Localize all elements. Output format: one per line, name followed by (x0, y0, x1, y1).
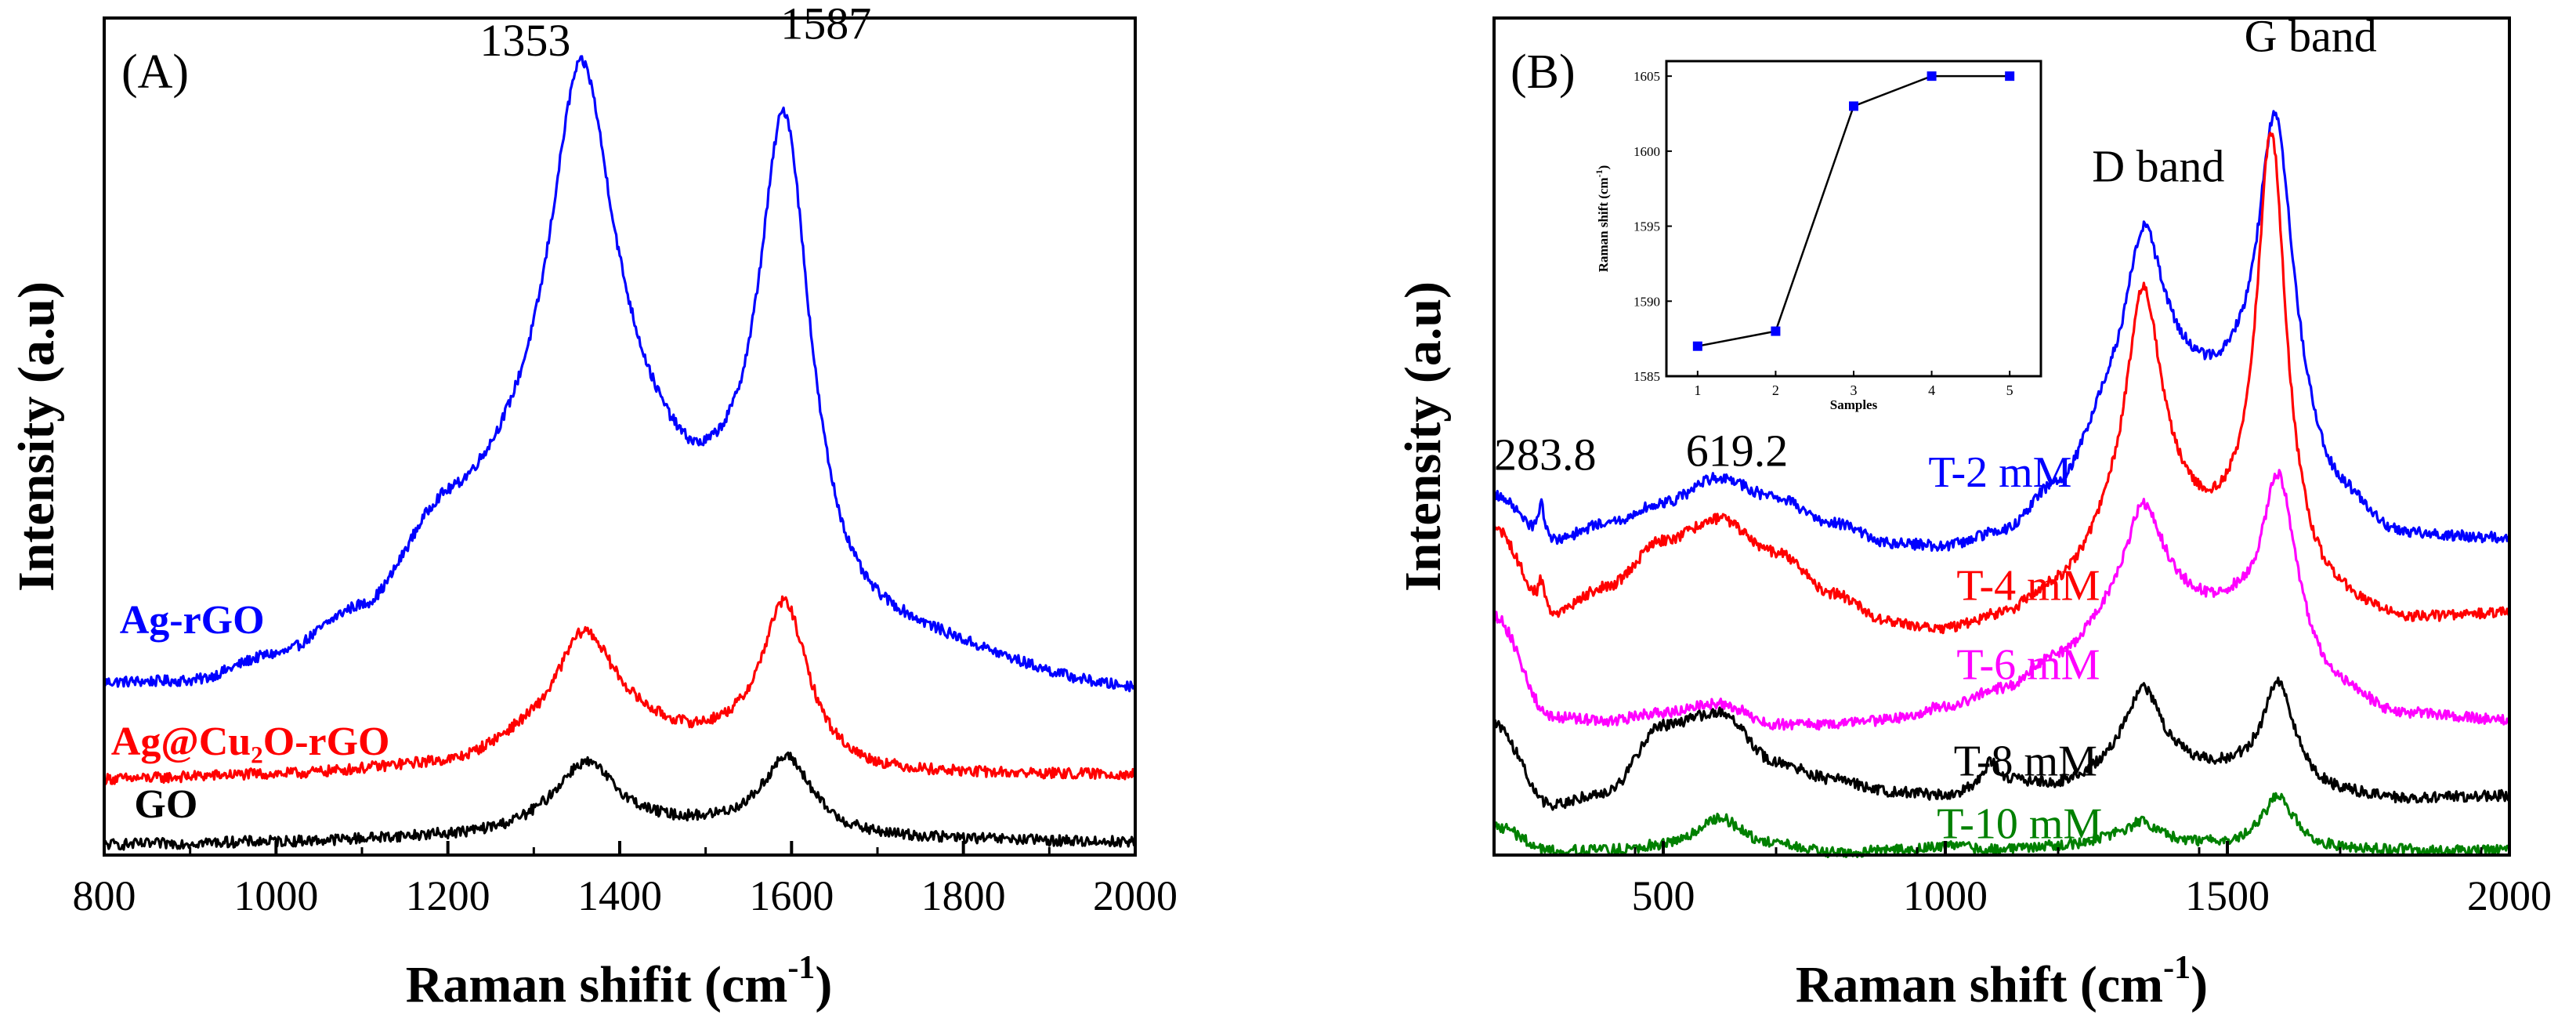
inset-x-tick-label: 3 (1851, 382, 1858, 398)
inset-y-axis-unit-end: ) (1596, 165, 1611, 170)
panel-b: 500 1000 1500 2000 (B) 283.8 619.2 D band G… (1395, 11, 2552, 1013)
panel-b-label: (B) (1511, 45, 1576, 99)
inset-frame (1665, 60, 2042, 378)
panel-b-x-axis-unit-sup: -1 (2163, 950, 2191, 986)
inset-y-tick-label: 1600 (1634, 144, 1660, 159)
panel-b-x-axis-unit-end: ) (2191, 956, 2208, 1013)
peak-label-1587: 1587 (780, 0, 871, 49)
series-label-t-2-mm: T-2 mM (1928, 448, 2071, 497)
panel-b-y-axis-title: Intensity (a.u) (1395, 281, 1452, 592)
inset-chart: 1 2 3 4 5 1585 1590 1595 1600 1605 Samples Raman … (1594, 60, 2042, 412)
panel-a-x-axis-label: Raman shifit (cm (406, 956, 788, 1013)
series-label-t-6-mm: T-6 mM (1956, 641, 2100, 690)
inset-x-tick-label: 2 (1772, 382, 1779, 398)
inset-point-3 (1849, 101, 1858, 111)
series-line-1 (103, 55, 1137, 693)
series-label-t-4-mm: T-4 mM (1956, 561, 2100, 610)
x-tick-label: 2000 (2467, 872, 2552, 919)
inset-y-tick-label: 1595 (1634, 219, 1660, 234)
series-line-3 (103, 751, 1137, 851)
panel-a-y-axis-title: Intensity (a.u) (8, 281, 65, 592)
inset-axes: 1 2 3 4 5 1585 1590 1595 1600 1605 (1634, 69, 2013, 398)
series-line-1 (1492, 110, 2511, 552)
inset-x-tick-label: 1 (1694, 382, 1701, 398)
series-label-ag-cu2o-rgo: Ag@Cu₂O-rGO (111, 719, 390, 764)
panel-a-x-axis-unit-sup: -1 (787, 950, 815, 986)
inset-y-axis-unit-sup: -1 (1594, 169, 1605, 177)
panel-a-x-axis-unit-end: ) (815, 956, 832, 1013)
x-tick-label: 1600 (749, 872, 834, 919)
x-tick-label: 800 (73, 872, 136, 919)
x-tick-label: 1000 (233, 872, 318, 919)
inset-y-tick-label: 1590 (1634, 294, 1660, 309)
x-tick-label: 2000 (1093, 872, 1178, 919)
series-line-2 (103, 595, 1137, 786)
panel-b-x-axis-label: Raman shift (cm (1796, 956, 2163, 1013)
series-line-4 (1492, 676, 2511, 811)
x-tick-label: 1400 (577, 872, 662, 919)
peak-label-g-band: G band (2245, 11, 2377, 62)
series-label-t-8-mm: T-8 mM (1954, 738, 2097, 786)
inset-x-axis-title: Samples (1830, 397, 1878, 412)
x-tick-label: 1500 (2185, 872, 2270, 919)
inset-x-tick-label: 5 (2006, 382, 2013, 398)
panel-b-x-axis-title: Raman shift (cm-1) (1796, 950, 2208, 1013)
panel-b-x-ticks: 500 1000 1500 2000 (1492, 841, 2552, 919)
panel-a-x-ticks: 800 1000 1200 1400 1600 1800 2000 (73, 841, 1178, 919)
inset-points (1692, 71, 2015, 351)
inset-point-5 (2005, 71, 2015, 82)
series-line-3 (1492, 469, 2511, 731)
x-tick-label: 1000 (1903, 872, 1988, 919)
peak-label-619-2: 619.2 (1686, 425, 1789, 476)
peak-label-d-band: D band (2092, 140, 2224, 191)
series-label-t-10-mm: T-10 mM (1937, 800, 2102, 849)
x-tick-label: 1800 (921, 872, 1006, 919)
x-tick-label: 1200 (406, 872, 490, 919)
inset-y-tick-label: 1585 (1634, 369, 1660, 384)
inset-point-1 (1692, 341, 1702, 351)
inset-point-4 (1927, 71, 1937, 82)
peak-label-283-8: 283.8 (1494, 429, 1597, 480)
panel-a-label: (A) (121, 45, 189, 99)
panel-a-x-axis-title: Raman shifit (cm-1) (406, 950, 833, 1013)
inset-x-tick-label: 4 (1928, 382, 1935, 398)
inset-y-axis-label: Raman shift (cm (1596, 177, 1611, 272)
x-tick-label: 500 (1632, 872, 1695, 919)
series-label-go: GO (134, 782, 197, 827)
panel-b-frame (1492, 16, 2511, 857)
inset-y-axis-title: Raman shift (cm-1) (1594, 165, 1611, 273)
series-label-ag-rgo: Ag-rGO (120, 598, 265, 643)
peak-label-1353: 1353 (479, 15, 570, 66)
series-line-2 (1492, 131, 2511, 635)
inset-point-2 (1771, 326, 1781, 336)
panel-a: 800 1000 1200 1400 1600 1800 2000 (A) 1353 158… (8, 0, 1178, 1013)
inset-y-tick-label: 1605 (1634, 69, 1660, 84)
panel-a-spectra (103, 55, 1137, 851)
